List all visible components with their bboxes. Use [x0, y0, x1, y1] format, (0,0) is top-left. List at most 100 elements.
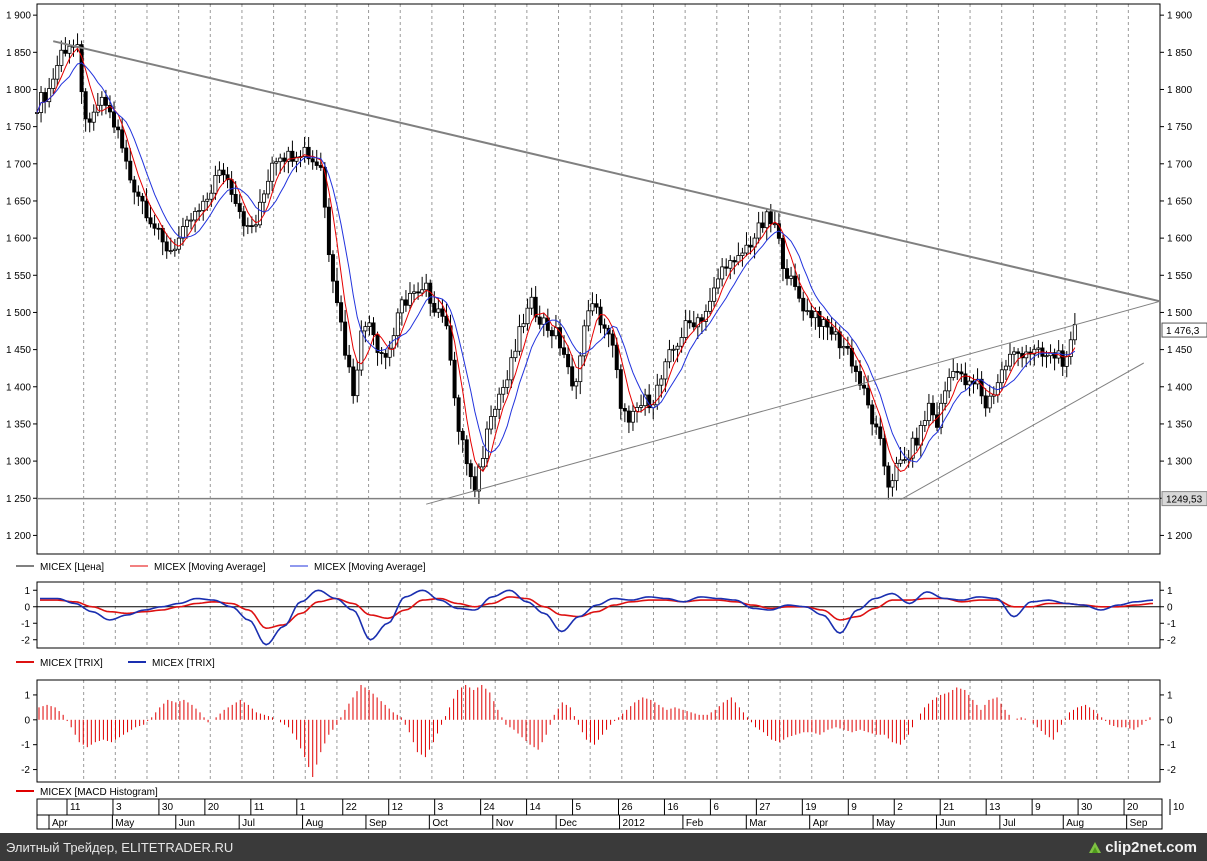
- price-candle-body: [914, 437, 919, 446]
- day-label: 22: [346, 802, 358, 813]
- month-label: 2012: [623, 818, 646, 829]
- month-label: May: [876, 818, 895, 829]
- price-candle-body: [485, 428, 490, 459]
- price-candle-body: [683, 320, 688, 338]
- price-tick-label-left: 1 300: [6, 457, 31, 468]
- price-candle-body: [180, 226, 185, 239]
- price-candle-body: [229, 179, 234, 195]
- time-axis-frame: [36, 798, 1163, 830]
- day-label: 20: [208, 802, 220, 813]
- price-candle-body: [197, 210, 202, 212]
- price-candle-body: [363, 326, 368, 332]
- price-candle-body: [1072, 323, 1077, 341]
- price-candle-body: [898, 459, 903, 464]
- day-label: 11: [70, 802, 81, 813]
- trix-red-line: [40, 596, 1154, 630]
- day-label: 5: [576, 802, 582, 813]
- trix-tick-label-left: -2: [21, 635, 30, 646]
- macd-tick-label-right: -1: [1167, 740, 1176, 751]
- day-label: 2: [897, 802, 903, 813]
- price-tick-label-left: 1 350: [6, 419, 31, 430]
- macd-tick-label-left: -2: [21, 765, 30, 776]
- price-candle-body: [493, 408, 498, 417]
- clip2net-arrow-icon: [1087, 839, 1103, 855]
- vertical-gridlines: [83, 4, 1129, 782]
- price-candle-body: [497, 393, 502, 410]
- price-candle-body: [809, 310, 814, 319]
- price-candle-body: [136, 191, 141, 197]
- price-candle-body: [112, 111, 117, 128]
- price-candle-body: [926, 402, 931, 422]
- price-candle-body: [566, 354, 571, 368]
- price-tick-label-left: 1 650: [6, 196, 31, 207]
- price-candle-body: [655, 384, 660, 406]
- price-candle-body: [278, 157, 283, 163]
- support-level-label: 1249,53: [1166, 495, 1203, 506]
- price-tick-label-left: 1 750: [6, 122, 31, 133]
- price-candle-body: [805, 310, 810, 313]
- price-candle-body: [679, 337, 684, 347]
- price-candle-body: [748, 244, 753, 248]
- price-candle-body: [728, 260, 733, 269]
- price-candle-body: [529, 296, 534, 309]
- month-label: Jun: [179, 818, 195, 829]
- price-candle-body: [355, 369, 360, 397]
- trix-blue-line: [40, 589, 1154, 646]
- price-candle-body: [1068, 339, 1073, 357]
- price-tick-label-left: 1 200: [6, 531, 31, 542]
- price-candle-body: [967, 380, 972, 386]
- price-legend-label: MICEX [Moving Average]: [154, 562, 266, 573]
- price-candle-body: [732, 260, 737, 263]
- price-candle-body: [870, 404, 875, 425]
- price-candle-body: [501, 387, 506, 395]
- price-candle-body: [756, 222, 761, 239]
- price-candle-body: [132, 179, 137, 193]
- support-trendline-narrow: [900, 362, 1145, 501]
- price-candle-body: [505, 379, 510, 388]
- month-label: Mar: [749, 818, 767, 829]
- price-candle-body: [205, 198, 210, 202]
- price-candle-body: [436, 308, 441, 313]
- price-candle-body: [326, 206, 331, 256]
- price-candle-body: [663, 361, 668, 380]
- price-candle-body: [764, 211, 769, 229]
- price-candle-body: [201, 200, 206, 211]
- price-candle-body: [290, 150, 295, 162]
- trix-tick-label-right: -2: [1167, 635, 1176, 646]
- day-label: 26: [622, 802, 634, 813]
- day-label: 16: [667, 802, 679, 813]
- price-candle-body: [630, 410, 635, 423]
- trix-panel: 1 1 0 0 -1 -1 -2 -2 MICEX [TRIX] MICEX [TRIX]: [16, 581, 1176, 669]
- price-candle-body: [314, 161, 319, 166]
- macd-tick-label-left: 0: [24, 715, 30, 726]
- price-tick-label-right: 1 850: [1167, 48, 1192, 59]
- price-candle-body: [675, 345, 680, 350]
- price-candle-body: [383, 353, 388, 358]
- support-trendline-wide: [426, 300, 1161, 505]
- price-candle-body: [521, 323, 526, 328]
- price-candle-body: [152, 223, 157, 229]
- price-candle-body: [253, 224, 258, 227]
- price-candle-body: [294, 156, 299, 162]
- price-candle-body: [1052, 352, 1057, 359]
- price-candle-body: [456, 397, 461, 432]
- price-candle-body: [395, 312, 400, 337]
- price-candle-body: [582, 325, 587, 357]
- price-candle-body: [744, 244, 749, 254]
- price-candle-body: [801, 297, 806, 312]
- day-label: 14: [530, 802, 542, 813]
- price-candle-body: [335, 280, 340, 304]
- trix-tick-label-right: -1: [1167, 619, 1176, 630]
- price-tick-label-right: 1 400: [1167, 382, 1192, 393]
- price-candle-body: [63, 49, 68, 54]
- trix-tick-label-right: 0: [1167, 602, 1173, 613]
- price-candle-body: [894, 462, 899, 482]
- day-label: 11: [254, 802, 265, 813]
- month-label: Apr: [52, 818, 68, 829]
- price-candle-body: [302, 146, 307, 157]
- day-label: 21: [943, 802, 955, 813]
- day-label: 24: [484, 802, 496, 813]
- price-tick-label-right: 1 600: [1167, 234, 1192, 245]
